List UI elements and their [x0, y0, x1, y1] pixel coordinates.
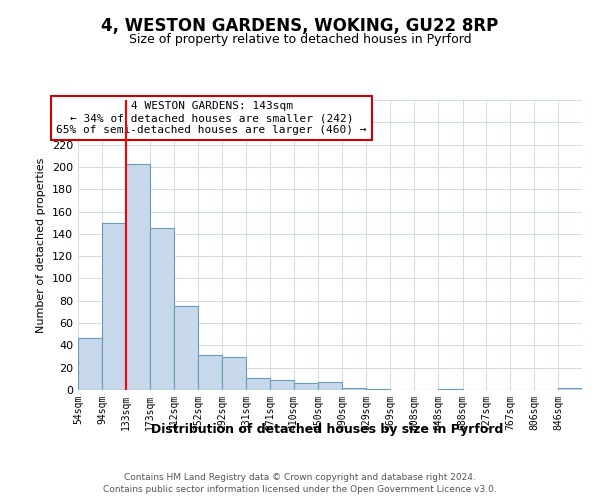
Bar	[126, 164, 150, 390]
Bar	[294, 384, 318, 390]
Text: 4, WESTON GARDENS, WOKING, GU22 8RP: 4, WESTON GARDENS, WOKING, GU22 8RP	[101, 18, 499, 36]
Text: 4 WESTON GARDENS: 143sqm
← 34% of detached houses are smaller (242)
65% of semi-: 4 WESTON GARDENS: 143sqm ← 34% of detach…	[56, 102, 367, 134]
Bar	[318, 382, 343, 390]
Bar	[366, 389, 391, 390]
Bar	[78, 338, 102, 390]
Bar	[150, 228, 174, 390]
Bar	[438, 389, 463, 390]
Text: Contains HM Land Registry data © Crown copyright and database right 2024.: Contains HM Land Registry data © Crown c…	[124, 472, 476, 482]
Y-axis label: Number of detached properties: Number of detached properties	[37, 158, 46, 332]
Bar	[174, 306, 198, 390]
Text: Distribution of detached houses by size in Pyrford: Distribution of detached houses by size …	[151, 422, 503, 436]
Bar	[343, 388, 366, 390]
Bar	[559, 388, 582, 390]
Bar	[198, 356, 223, 390]
Bar	[270, 380, 294, 390]
Bar	[102, 222, 126, 390]
Bar	[246, 378, 270, 390]
Text: Contains public sector information licensed under the Open Government Licence v3: Contains public sector information licen…	[103, 485, 497, 494]
Text: Size of property relative to detached houses in Pyrford: Size of property relative to detached ho…	[128, 32, 472, 46]
Bar	[223, 356, 246, 390]
